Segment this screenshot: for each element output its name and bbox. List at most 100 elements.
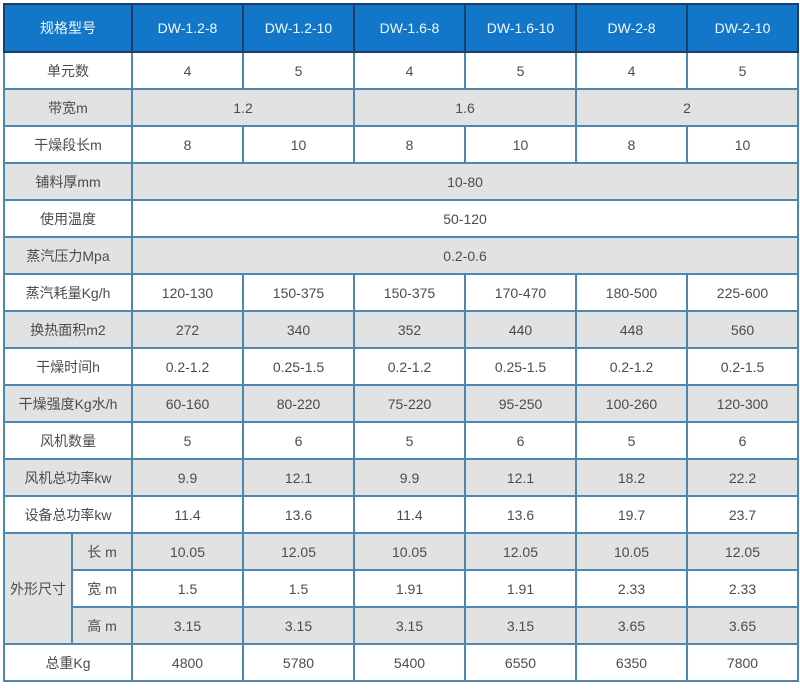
cell-value: 75-220 — [353, 384, 466, 423]
cell-value: 0.2-1.2 — [575, 347, 688, 386]
cell-value: 9.9 — [353, 458, 466, 497]
spec-table: 规格型号 DW-1.2-8 DW-1.2-10 DW-1.6-8 DW-1.6-… — [3, 3, 799, 682]
cell-value: 1.2 — [131, 88, 355, 127]
cell-value: 5 — [242, 51, 355, 90]
row-label: 蒸汽压力Mpa — [3, 236, 133, 275]
row-label: 使用温度 — [3, 199, 133, 238]
table-row-drying-section-length: 干燥段长m 8 10 8 10 8 10 — [3, 125, 799, 164]
cell-value: 12.05 — [464, 532, 577, 571]
cell-value: 4 — [575, 51, 688, 90]
cell-value: 1.5 — [131, 569, 244, 608]
cell-value: 9.9 — [131, 458, 244, 497]
header-model: DW-1.2-10 — [242, 3, 355, 53]
cell-value: 4 — [131, 51, 244, 90]
cell-value: 12.1 — [242, 458, 355, 497]
header-model: DW-1.6-10 — [464, 3, 577, 53]
table-row-fan-quantity: 风机数量 5 6 5 6 5 6 — [3, 421, 799, 460]
cell-value: 8 — [353, 125, 466, 164]
row-label: 干燥段长m — [3, 125, 133, 164]
row-label: 风机数量 — [3, 421, 133, 460]
cell-value: 120-130 — [131, 273, 244, 312]
cell-value: 13.6 — [464, 495, 577, 534]
cell-value: 1.5 — [242, 569, 355, 608]
cell-value: 4800 — [131, 643, 244, 682]
cell-value: 1.6 — [353, 88, 577, 127]
cell-value: 95-250 — [464, 384, 577, 423]
cell-value: 8 — [575, 125, 688, 164]
cell-value: 352 — [353, 310, 466, 349]
cell-value: 100-260 — [575, 384, 688, 423]
cell-value: 7800 — [686, 643, 799, 682]
cell-value: 3.15 — [353, 606, 466, 645]
cell-value: 80-220 — [242, 384, 355, 423]
cell-value: 12.05 — [686, 532, 799, 571]
table-row-unit-count: 单元数 4 5 4 5 4 5 — [3, 51, 799, 90]
table-row-belt-width: 带宽m 1.2 1.6 2 — [3, 88, 799, 127]
cell-value: 5 — [686, 51, 799, 90]
cell-value: 3.15 — [131, 606, 244, 645]
cell-value: 2.33 — [575, 569, 688, 608]
cell-value: 6 — [686, 421, 799, 460]
row-label: 铺料厚mm — [3, 162, 133, 201]
row-label: 带宽m — [3, 88, 133, 127]
table-row-steam-pressure: 蒸汽压力Mpa 0.2-0.6 — [3, 236, 799, 275]
table-row-dimension-width: 宽 m 1.5 1.5 1.91 1.91 2.33 2.33 — [4, 569, 799, 608]
header-model: DW-2-8 — [575, 3, 688, 53]
cell-value: 120-300 — [686, 384, 799, 423]
row-sublabel: 宽 m — [71, 569, 133, 608]
cell-value: 22.2 — [686, 458, 799, 497]
cell-value: 18.2 — [575, 458, 688, 497]
cell-value: 560 — [686, 310, 799, 349]
cell-value: 10 — [464, 125, 577, 164]
table-row-dimension-length: 外形尺寸 长 m 10.05 12.05 10.05 12.05 10.05 1… — [3, 532, 799, 645]
table-row-fan-total-power: 风机总功率kw 9.9 12.1 9.9 12.1 18.2 22.2 — [3, 458, 799, 497]
row-sublabel: 高 m — [71, 606, 133, 645]
cell-value: 5780 — [242, 643, 355, 682]
table-row-equipment-total-power: 设备总功率kw 11.4 13.6 11.4 13.6 19.7 23.7 — [3, 495, 799, 534]
header-row: 规格型号 DW-1.2-8 DW-1.2-10 DW-1.6-8 DW-1.6-… — [3, 3, 799, 53]
cell-value: 3.15 — [242, 606, 355, 645]
cell-value: 6550 — [464, 643, 577, 682]
row-label: 蒸汽耗量Kg/h — [3, 273, 133, 312]
cell-value: 150-375 — [353, 273, 466, 312]
header-model: DW-2-10 — [686, 3, 799, 53]
cell-value: 6 — [464, 421, 577, 460]
cell-value: 13.6 — [242, 495, 355, 534]
row-label: 设备总功率kw — [3, 495, 133, 534]
table-row-operating-temperature: 使用温度 50-120 — [3, 199, 799, 238]
cell-value: 3.65 — [575, 606, 688, 645]
table-row-heat-exchange-area: 换热面积m2 272 340 352 440 448 560 — [3, 310, 799, 349]
cell-value: 0.2-1.2 — [353, 347, 466, 386]
cell-value: 10.05 — [575, 532, 688, 571]
cell-value: 225-600 — [686, 273, 799, 312]
cell-value: 12.05 — [242, 532, 355, 571]
cell-value: 0.2-0.6 — [131, 236, 799, 275]
cell-value: 60-160 — [131, 384, 244, 423]
cell-value: 6350 — [575, 643, 688, 682]
cell-value: 0.2-1.5 — [686, 347, 799, 386]
cell-value: 12.1 — [464, 458, 577, 497]
cell-value: 5 — [464, 51, 577, 90]
cell-value: 8 — [131, 125, 244, 164]
cell-value: 11.4 — [131, 495, 244, 534]
cell-value: 11.4 — [353, 495, 466, 534]
cell-value: 5400 — [353, 643, 466, 682]
cell-value: 10 — [686, 125, 799, 164]
row-label: 干燥时间h — [3, 347, 133, 386]
cell-value: 5 — [131, 421, 244, 460]
cell-value: 10 — [242, 125, 355, 164]
cell-value: 150-375 — [242, 273, 355, 312]
header-model: DW-1.6-8 — [353, 3, 466, 53]
header-spec-model: 规格型号 — [3, 3, 133, 53]
table-row-material-thickness: 铺料厚mm 10-80 — [3, 162, 799, 201]
row-label: 总重Kg — [3, 643, 133, 682]
table-row-total-weight: 总重Kg 4800 5780 5400 6550 6350 7800 — [3, 643, 799, 682]
cell-value: 0.25-1.5 — [242, 347, 355, 386]
row-label: 风机总功率kw — [3, 458, 133, 497]
row-label: 干燥强度Kg水/h — [3, 384, 133, 423]
cell-value: 10-80 — [131, 162, 799, 201]
row-label-dimensions: 外形尺寸 — [3, 532, 73, 645]
cell-value: 448 — [575, 310, 688, 349]
cell-value: 10.05 — [353, 532, 466, 571]
